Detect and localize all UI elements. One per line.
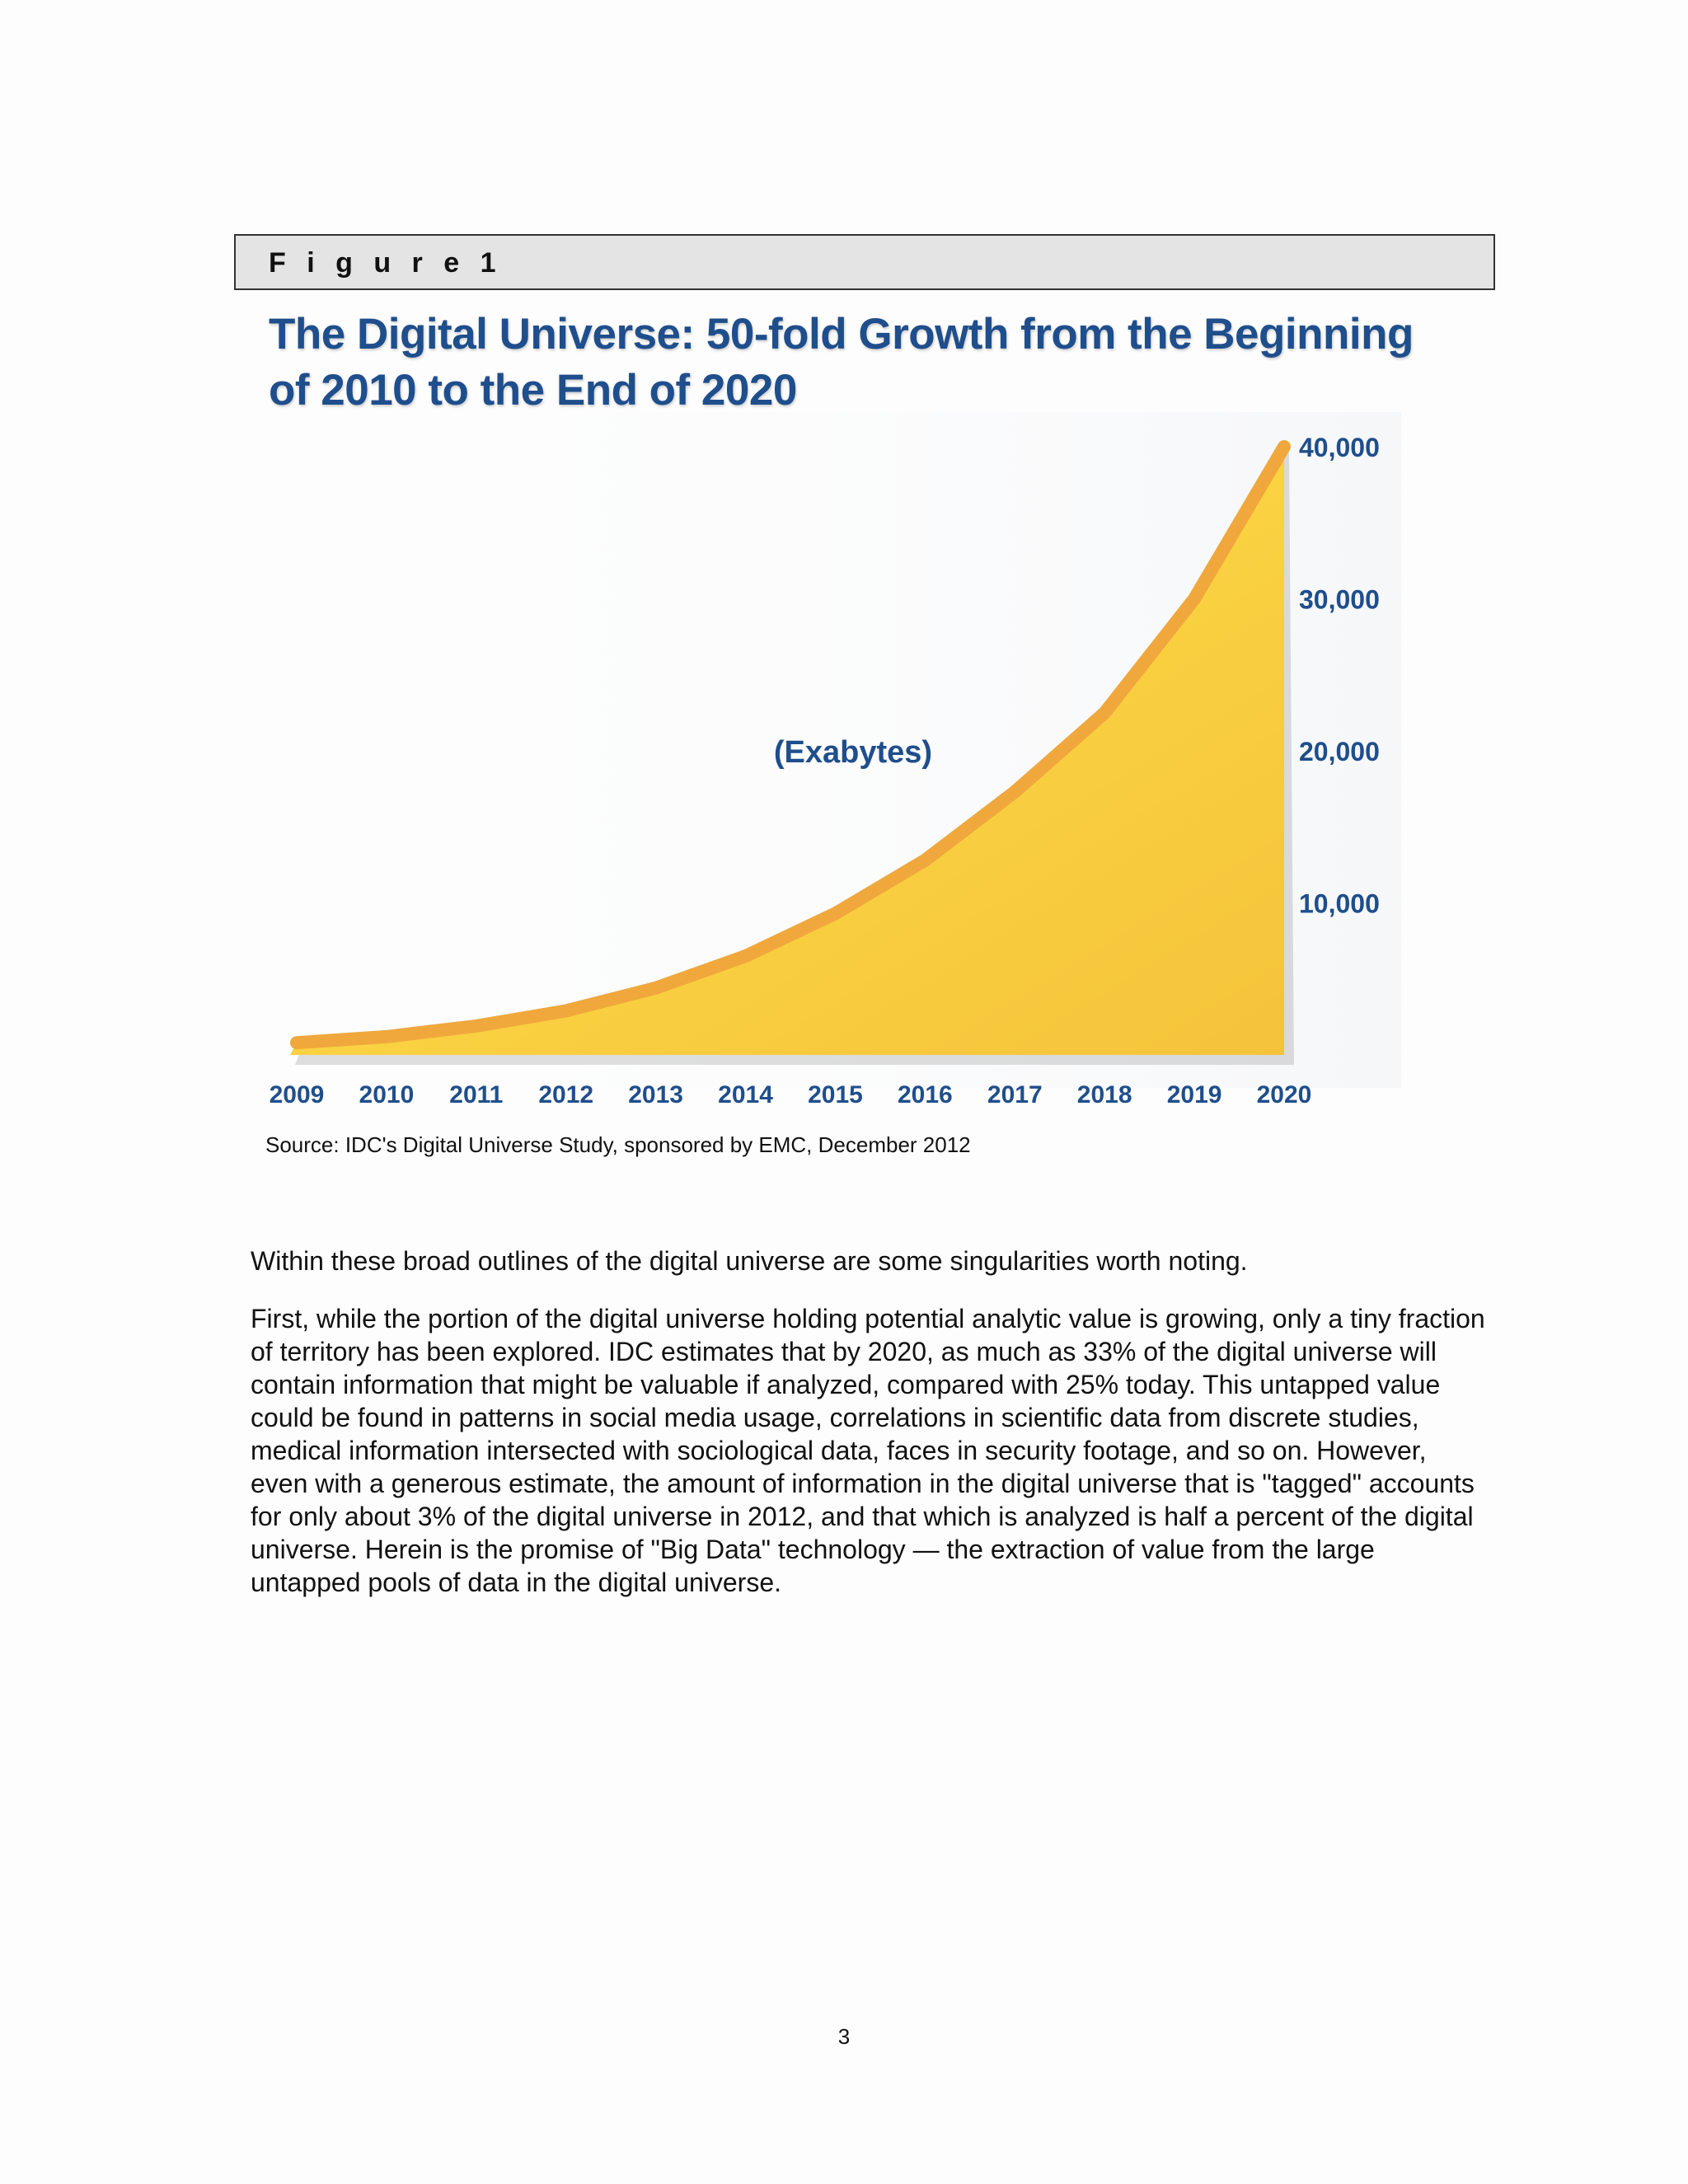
x-tick-label: 2013 [628,1081,683,1108]
figure-label: F i g u r e 1 [269,247,503,279]
data-point-2013 [654,987,658,990]
area-top-edge [290,440,1291,1050]
data-point-2018 [1103,711,1106,715]
area-chart: 10,000 20,000 30,000 40,000 2009 2010 2011 201… [247,412,1401,1108]
units-annotation: (Exabytes) [774,735,932,770]
x-tick-label: 2009 [270,1081,325,1108]
x-tick-label: 2018 [1077,1081,1132,1108]
data-point-2011 [475,1024,478,1028]
chart-title: The Digital Universe: 50-fold Growth fro… [269,310,1414,415]
x-tick-label: 2014 [718,1081,773,1108]
y-tick-label: 30,000 [1299,585,1380,615]
page-number: 3 [837,2024,851,2049]
x-tick-labels: 2009 2010 2011 2012 2013 2014 2015 2016 2017 2018… [270,1081,1312,1108]
area-layer [290,440,1294,1065]
x-tick-label: 2016 [898,1081,953,1108]
x-tick-label: 2012 [538,1081,593,1108]
x-tick-label: 2020 [1257,1081,1312,1108]
x-tick-label: 2017 [987,1081,1043,1108]
figure-header: F i g u r e 1 [234,234,1495,290]
data-point-2020 [1282,445,1286,448]
paragraph-main: First, while the portion of the digital … [251,1304,1485,1597]
y-tick-label: 10,000 [1299,889,1380,919]
paragraph-intro: Within these broad outlines of the digit… [251,1246,1248,1276]
x-tick-label: 2011 [449,1081,503,1108]
x-tick-label: 2019 [1167,1081,1222,1108]
data-point-2009 [295,1041,298,1044]
y-tick-labels: 10,000 20,000 30,000 40,000 [1299,433,1380,919]
data-point-2015 [833,912,837,915]
x-tick-label: 2010 [359,1081,415,1108]
y-tick-label: 40,000 [1299,433,1380,462]
data-point-2019 [1193,598,1196,601]
data-point-2010 [385,1035,388,1038]
area-series [290,447,1284,1055]
x-tick-label: 2015 [808,1081,863,1108]
data-point-2014 [744,954,748,958]
source-note: Source: IDC's Digital Universe Study, sp… [265,1132,971,1157]
y-tick-label: 20,000 [1299,737,1380,766]
data-point-2016 [923,859,926,862]
data-point-2012 [565,1009,568,1012]
data-point-2017 [1013,790,1016,794]
